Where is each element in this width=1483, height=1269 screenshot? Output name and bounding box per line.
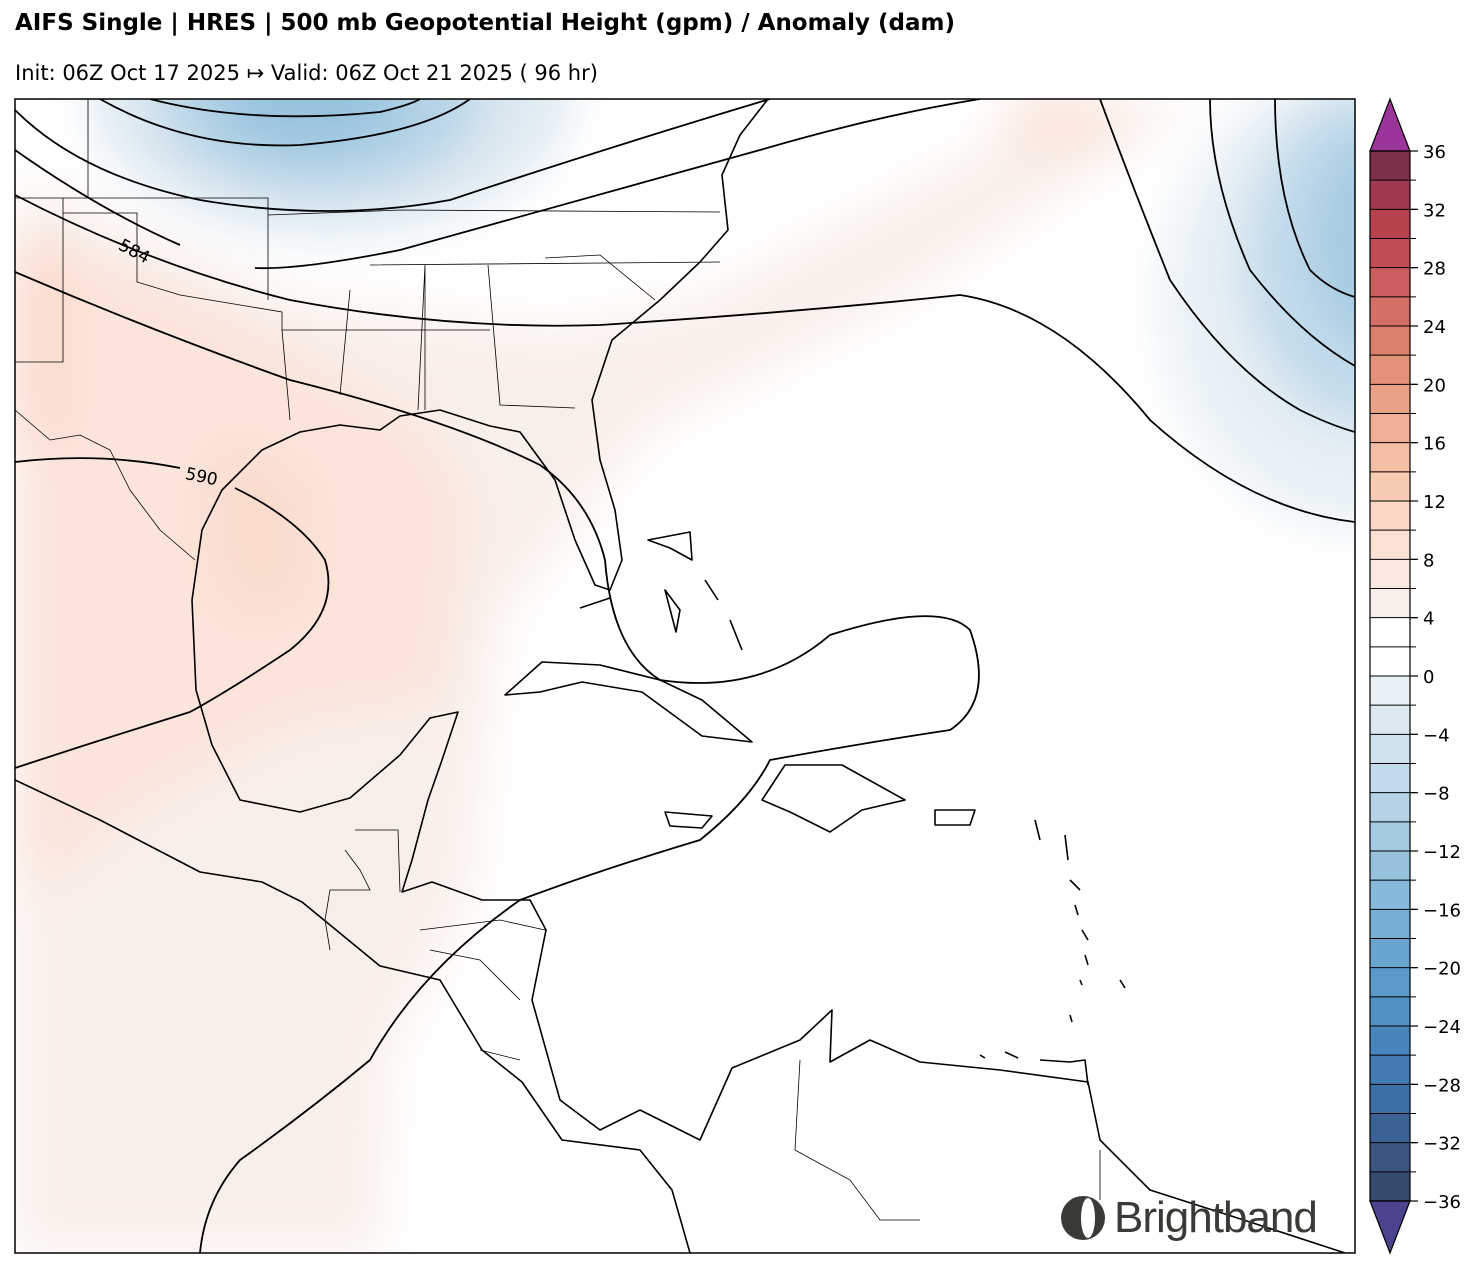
colorbar-over-triangle: [1369, 97, 1411, 152]
colorbar-band: [1370, 559, 1410, 589]
colorbar-tick-label: −24: [1423, 1017, 1461, 1038]
puerto-rico: [934, 809, 976, 826]
colorbar-band: [1370, 151, 1410, 181]
colorbar-band: [1370, 705, 1410, 735]
colorbar-band: [1370, 413, 1410, 443]
colorbar-band: [1370, 530, 1410, 560]
colorbar-band: [1370, 442, 1410, 472]
colorbar-tick-label: −4: [1423, 725, 1450, 746]
colorbar-band: [1370, 355, 1410, 385]
colorbar-band: [1370, 851, 1410, 881]
chart-title: AIFS Single | HRES | 500 mb Geopotential…: [15, 10, 955, 36]
colorbar-band: [1370, 734, 1410, 764]
colorbar-under-triangle: [1369, 1200, 1411, 1255]
colorbar-tick-label: 8: [1423, 550, 1434, 571]
colorbar-tick-label: −28: [1423, 1075, 1461, 1096]
colorbar-tick-label: 36: [1423, 142, 1446, 163]
colorbar-band: [1370, 1142, 1410, 1172]
colorbar-band: [1370, 792, 1410, 822]
jamaica: [664, 811, 713, 829]
colorbar-tick-label: 32: [1423, 200, 1446, 221]
colorbar-tick-label: −16: [1423, 900, 1461, 921]
colorbar-band: [1370, 880, 1410, 910]
colorbar-band: [1370, 996, 1410, 1026]
colorbar-band: [1370, 1113, 1410, 1143]
colorbar-band: [1370, 676, 1410, 706]
colorbar-band: [1370, 938, 1410, 968]
colorbar-tick-label: −36: [1423, 1192, 1461, 1213]
colorbar-tick-label: 16: [1423, 434, 1446, 455]
colorbar-band: [1370, 238, 1410, 268]
brightband-logo-icon: [1061, 1196, 1105, 1240]
brightband-logo: Brightband: [1060, 1193, 1318, 1243]
colorbar-tick-label: −8: [1423, 784, 1450, 805]
state-borders: [15, 99, 1101, 1221]
colorbar-band: [1370, 1171, 1410, 1201]
colorbar-tick-label: −32: [1423, 1134, 1461, 1155]
colorbar-tick-label: 12: [1423, 492, 1446, 513]
brightband-logo-text: Brightband: [1114, 1193, 1318, 1242]
colorbar-tick-label: 0: [1423, 667, 1434, 688]
anomaly-shading: [15, 99, 1355, 1253]
cuba: [504, 661, 753, 743]
colorbar-band: [1370, 1055, 1410, 1085]
hispaniola: [761, 764, 906, 833]
colorbar-band: [1370, 909, 1410, 939]
colorbar-band: [1370, 1084, 1410, 1114]
colorbar-band: [1370, 501, 1410, 531]
colorbar-tick-label: 28: [1423, 259, 1446, 280]
colorbar-band: [1370, 1026, 1410, 1056]
colorbar-tick-label: 20: [1423, 375, 1446, 396]
colorbar-tick-label: −20: [1423, 959, 1461, 980]
height-contours: [15, 99, 1355, 1253]
colorbar-band: [1370, 617, 1410, 647]
colorbar-band: [1370, 588, 1410, 618]
colorbar-tick-label: 24: [1423, 317, 1446, 338]
colorbar-band: [1370, 646, 1410, 676]
coastlines: [15, 99, 1346, 1253]
colorbar-band: [1370, 763, 1410, 793]
colorbar-band: [1370, 296, 1410, 326]
colorbar-band: [1370, 267, 1410, 297]
colorbar-band: [1370, 326, 1410, 356]
colorbar-band: [1370, 471, 1410, 501]
map-frame: [14, 98, 1356, 1254]
colorbar-band: [1370, 209, 1410, 239]
colorbar-band: [1370, 967, 1410, 997]
chart-subtitle: Init: 06Z Oct 17 2025 ↦ Valid: 06Z Oct 2…: [15, 61, 598, 85]
colorbar-band: [1370, 384, 1410, 414]
colorbar-tick-label: 4: [1423, 609, 1434, 630]
colorbar-tick-label: −12: [1423, 842, 1461, 863]
colorbar-band: [1370, 821, 1410, 851]
colorbar-band: [1370, 180, 1410, 210]
